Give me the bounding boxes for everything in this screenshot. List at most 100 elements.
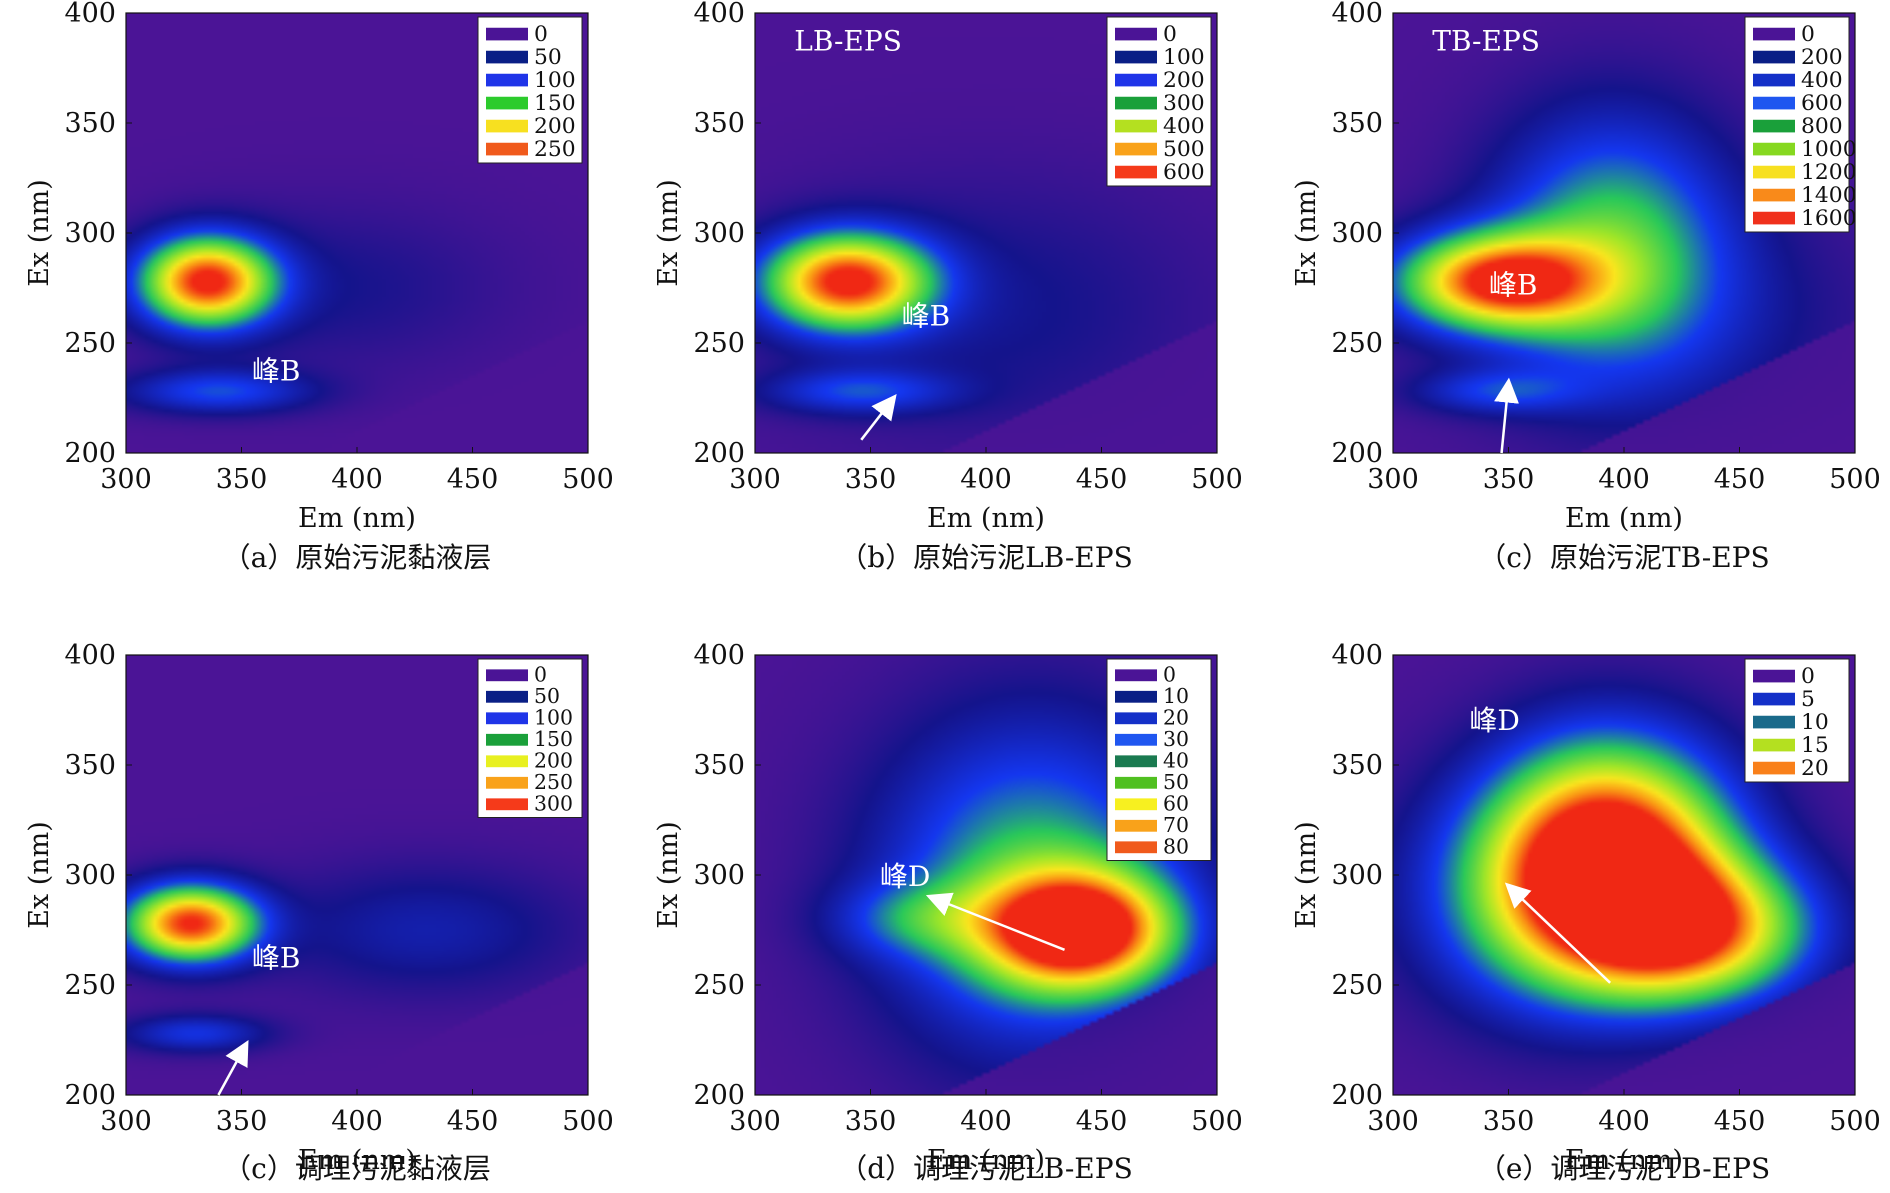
x-tick-label: 350 bbox=[1483, 464, 1535, 495]
x-tick-label: 400 bbox=[1598, 464, 1650, 495]
y-tick-label: 200 bbox=[64, 1080, 116, 1111]
y-tick-label: 300 bbox=[64, 218, 116, 249]
legend-entry-label: 0 bbox=[534, 22, 548, 47]
x-tick-label: 500 bbox=[562, 1106, 614, 1137]
x-tick-label: 350 bbox=[216, 1106, 268, 1137]
y-axis-label: Ex (nm) bbox=[24, 179, 55, 287]
x-axis-label: Em (nm) bbox=[1565, 1145, 1683, 1176]
x-tick-label: 300 bbox=[729, 1106, 781, 1137]
x-tick-label: 300 bbox=[100, 464, 152, 495]
x-tick-label: 300 bbox=[1367, 464, 1419, 495]
legend-swatch bbox=[486, 712, 528, 725]
legend-entry-label: 70 bbox=[1163, 813, 1189, 837]
x-tick-label: 400 bbox=[331, 464, 383, 495]
y-tick-label: 250 bbox=[693, 328, 745, 359]
legend-entry-label: 200 bbox=[1163, 68, 1205, 93]
y-tick-label: 400 bbox=[693, 0, 745, 29]
legend-swatch bbox=[1115, 669, 1157, 682]
legend-entry-label: 150 bbox=[534, 91, 576, 116]
x-tick-label: 450 bbox=[1076, 464, 1128, 495]
x-axis-label: Em (nm) bbox=[298, 1145, 416, 1176]
legend-entry-label: 50 bbox=[534, 684, 560, 708]
legend-swatch bbox=[1115, 712, 1157, 725]
panel-caption: （b）原始污泥LB-EPS bbox=[839, 541, 1133, 574]
legend-swatch bbox=[486, 776, 528, 789]
y-tick-label: 350 bbox=[1331, 108, 1383, 139]
x-axis-label: Em (nm) bbox=[927, 1145, 1045, 1176]
y-tick-label: 350 bbox=[693, 108, 745, 139]
legend-entry-label: 0 bbox=[1801, 22, 1815, 47]
legend-entry-label: 15 bbox=[1801, 733, 1829, 758]
y-tick-label: 250 bbox=[693, 970, 745, 1001]
x-tick-label: 400 bbox=[960, 464, 1012, 495]
legend-swatch bbox=[1115, 73, 1157, 87]
y-tick-label: 300 bbox=[1331, 218, 1383, 249]
legend-entry-label: 50 bbox=[1163, 770, 1189, 794]
peak-annotation: 峰D bbox=[880, 860, 930, 893]
x-tick-label: 450 bbox=[1714, 1106, 1766, 1137]
y-tick-label: 400 bbox=[64, 640, 116, 671]
panel-caption: （e）调理污泥TB-EPS bbox=[1477, 1152, 1771, 1185]
legend-swatch bbox=[1753, 73, 1795, 87]
x-axis-label: Em (nm) bbox=[298, 503, 416, 534]
y-tick-label: 350 bbox=[693, 750, 745, 781]
legend-entry-label: 200 bbox=[1801, 45, 1843, 70]
legend-entry-label: 600 bbox=[1163, 160, 1205, 185]
legend-entry-label: 400 bbox=[1163, 114, 1205, 139]
legend-swatch bbox=[1115, 142, 1157, 156]
legend-swatch bbox=[486, 142, 528, 156]
legend-swatch bbox=[1753, 96, 1795, 110]
legend-entry-label: 30 bbox=[1163, 727, 1189, 751]
y-tick-label: 400 bbox=[64, 0, 116, 29]
legend-entry-label: 10 bbox=[1163, 684, 1189, 708]
x-tick-label: 300 bbox=[729, 464, 781, 495]
legend-entry-label: 50 bbox=[534, 45, 562, 70]
peak-annotation: 峰B bbox=[252, 941, 301, 974]
legend-entry-label: 100 bbox=[534, 706, 573, 730]
legend-entry-label: 40 bbox=[1163, 749, 1189, 773]
legend-entry-label: 0 bbox=[1801, 664, 1815, 689]
y-axis-label: Ex (nm) bbox=[653, 179, 684, 287]
legend-entry-label: 300 bbox=[1163, 91, 1205, 116]
legend-swatch bbox=[1115, 27, 1157, 41]
x-tick-label: 450 bbox=[1714, 464, 1766, 495]
legend-swatch bbox=[1115, 96, 1157, 110]
legend-swatch bbox=[1753, 715, 1795, 729]
legend-entry-label: 1200 bbox=[1801, 160, 1857, 185]
legend-swatch bbox=[1115, 755, 1157, 768]
y-tick-label: 250 bbox=[64, 328, 116, 359]
legend-swatch bbox=[486, 73, 528, 87]
y-tick-label: 400 bbox=[693, 640, 745, 671]
legend-entry-label: 150 bbox=[534, 727, 573, 751]
y-tick-label: 200 bbox=[64, 438, 116, 469]
legend-swatch bbox=[486, 27, 528, 41]
legend-entry-label: 600 bbox=[1801, 91, 1843, 116]
panel-caption: （d）调理污泥LB-EPS bbox=[839, 1152, 1133, 1185]
y-tick-label: 300 bbox=[64, 860, 116, 891]
legend-swatch bbox=[486, 669, 528, 682]
x-tick-label: 400 bbox=[960, 1106, 1012, 1137]
panel-label: LB-EPS bbox=[794, 24, 902, 57]
x-tick-label: 400 bbox=[331, 1106, 383, 1137]
eem-panel-c: 300 350 400 450 500 200 250 300 350 400 Em (nm) Ex … bbox=[1291, 0, 1881, 534]
legend-entry-label: 1000 bbox=[1801, 137, 1857, 162]
x-tick-label: 350 bbox=[845, 1106, 897, 1137]
peak-annotation: 峰B bbox=[1489, 269, 1538, 302]
y-tick-label: 400 bbox=[1331, 0, 1383, 29]
legend-swatch bbox=[1115, 798, 1157, 811]
y-axis-label: Ex (nm) bbox=[24, 821, 55, 929]
y-tick-label: 300 bbox=[693, 860, 745, 891]
peak-arrow bbox=[1494, 377, 1519, 454]
legend-swatch bbox=[1753, 27, 1795, 41]
legend-entry-label: 20 bbox=[1801, 756, 1829, 781]
legend-swatch bbox=[1753, 761, 1795, 775]
legend-swatch bbox=[1115, 50, 1157, 64]
legend-swatch bbox=[486, 96, 528, 110]
legend-entry-label: 0 bbox=[534, 663, 547, 687]
x-tick-label: 500 bbox=[1191, 464, 1243, 495]
legend-swatch bbox=[486, 119, 528, 133]
